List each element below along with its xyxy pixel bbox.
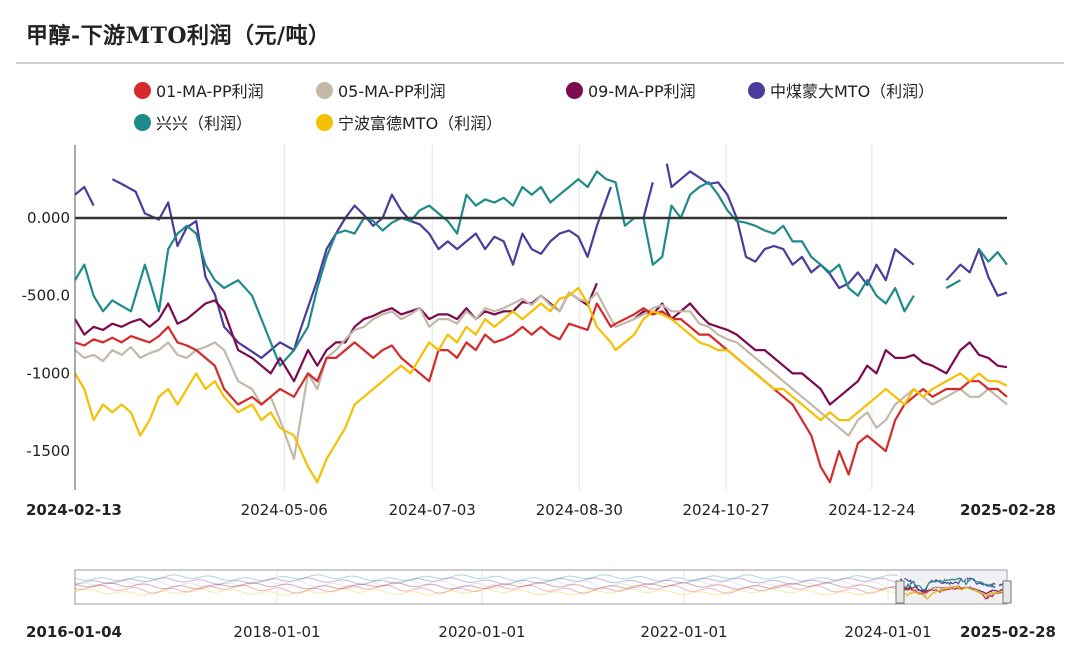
chart-title: 甲醇-下游MTO利润（元/吨） [26,23,331,49]
navigator-frame[interactable] [74,569,1008,605]
legend-item-09[interactable]: 09-MA-PP利润 [566,78,696,102]
series-layer [74,163,1008,484]
series-line-zhongmei[interactable] [74,163,1008,359]
navigator-history-line-zhongmei [74,577,899,585]
navigator-right-handle[interactable] [1002,580,1012,604]
x-tick-label: 2025-02-28 [960,501,1056,519]
navigator-tick-label: 2022-01-01 [640,623,727,641]
navigator-tick-label: 2016-01-04 [26,623,122,641]
series-line-09[interactable] [74,282,1008,406]
range-navigator[interactable]: 2016-01-04 2018-01-01 2020-01-01 2022-01-01… [26,569,1056,641]
x-tick-label: 2024-07-03 [389,501,476,519]
legend-label: 09-MA-PP利润 [588,82,696,101]
navigator-selected-range[interactable] [900,571,1006,603]
legend-marker-icon [316,81,333,99]
legend-item-xingxing[interactable]: 兴兴（利润） [134,110,252,134]
series-line-05[interactable] [74,291,1008,460]
legend-label: 宁波富德MTO（利润） [338,114,503,133]
legend-label: 中煤蒙大MTO（利润） [770,82,935,101]
x-tick-label: 2024-02-13 [26,501,122,519]
axis-layer: 0.000 -500.0 -1000 -1500 2024-02-13 2024-05-0… [22,145,1056,519]
navigator-tick-label: 2020-01-01 [438,623,525,641]
chart-legend: 01-MA-PP利润 05-MA-PP利润 09-MA-PP利润 中煤蒙大MTO… [0,74,1080,138]
y-tick-label: -500.0 [22,287,70,305]
x-tick-label: 2024-08-30 [536,501,623,519]
x-tick-label: 2024-12-24 [828,501,915,519]
x-tick-label: 2024-10-27 [683,501,770,519]
legend-item-01[interactable]: 01-MA-PP利润 [134,78,264,102]
navigator-overview-lines [74,574,1007,601]
legend-item-ningbo[interactable]: 宁波富德MTO（利润） [316,110,502,134]
legend-marker-icon [316,113,333,131]
navigator-tick-labels: 2016-01-04 2018-01-01 2020-01-01 2022-01-01… [26,571,1056,641]
navigator-tick-label: 2024-01-01 [844,623,931,641]
legend-label: 01-MA-PP利润 [156,82,264,101]
legend-marker-icon [748,81,765,99]
series-line-01[interactable] [74,302,1008,484]
navigator-history-line-01 [74,584,899,594]
legend-label: 05-MA-PP利润 [338,82,446,101]
navigator-left-handle[interactable] [895,580,905,604]
y-tick-label: -1000 [26,364,70,382]
navigator-recent-line-ningbo [899,585,1007,600]
legend-marker-icon [566,81,583,99]
y-tick-label: -1500 [26,442,70,460]
title-divider [16,62,1064,64]
navigator-history-line-09 [74,582,899,590]
navigator-tick-label: 2025-02-28 [960,623,1056,641]
navigator-tick-label: 2018-01-01 [233,623,320,641]
x-tick-label: 2024-05-06 [241,501,328,519]
series-line-xingxing[interactable] [74,170,1008,367]
legend-item-zhongmei[interactable]: 中煤蒙大MTO（利润） [748,78,934,102]
navigator-history-line-xingxing [74,574,899,582]
series-line-ningbo[interactable] [74,286,1008,484]
grid-layer [283,145,873,490]
navigator-history-line-ningbo [74,588,899,596]
y-tick-label: 0.000 [27,209,70,227]
navigator-history-line-05 [74,579,899,589]
legend-label: 兴兴（利润） [156,114,253,133]
legend-item-05[interactable]: 05-MA-PP利润 [316,78,446,102]
legend-marker-icon [134,81,151,99]
legend-marker-icon [134,113,151,131]
